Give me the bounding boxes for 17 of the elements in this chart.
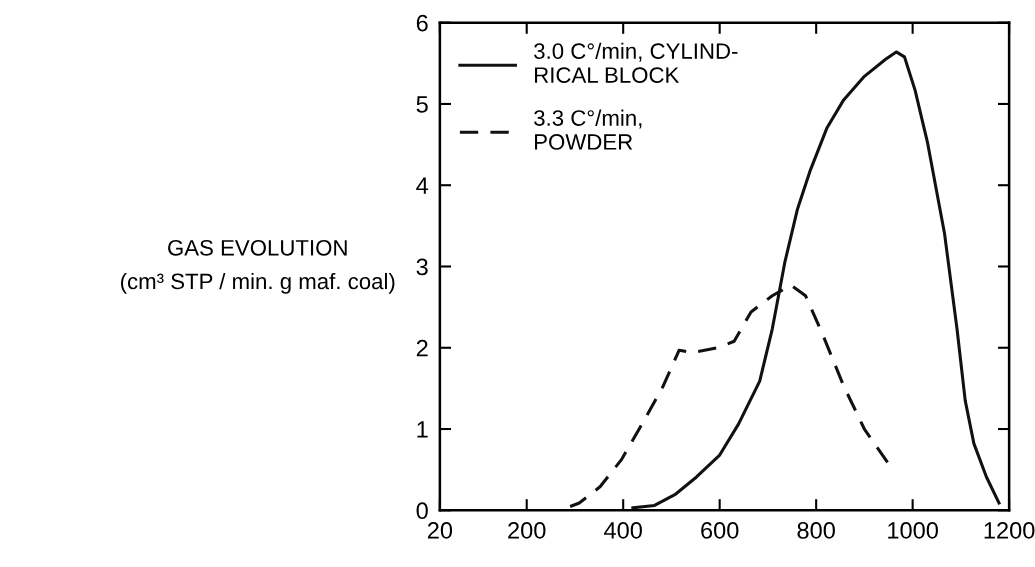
x-tick-label: 1200 (984, 522, 1035, 539)
y-tick-label: 3 (416, 258, 428, 276)
y-tick-label: 6 (416, 14, 428, 32)
x-tick-label: 200 (508, 522, 546, 539)
y-tick-label: 2 (416, 339, 428, 357)
y-tick-label: 4 (416, 177, 429, 194)
x-tick-label: 400 (604, 522, 642, 539)
legend-label: 3.0 C°/min, CYLIND- RICAL BLOCK (534, 42, 738, 83)
legend-label: 3.3 C°/min, POWDER (534, 109, 642, 150)
y-axis-title: GAS EVOLUTION (cm³ STP / min. g maf. coal) (121, 239, 395, 294)
y-tick-label: 1 (417, 421, 428, 438)
x-tick-label: 1000 (888, 522, 938, 539)
x-tick-label: 20 (427, 522, 453, 539)
x-tick-label: 600 (701, 522, 739, 539)
x-tick-label: 800 (797, 522, 835, 539)
y-tick-label: 5 (416, 96, 428, 113)
y-tick-label: 0 (416, 502, 428, 520)
